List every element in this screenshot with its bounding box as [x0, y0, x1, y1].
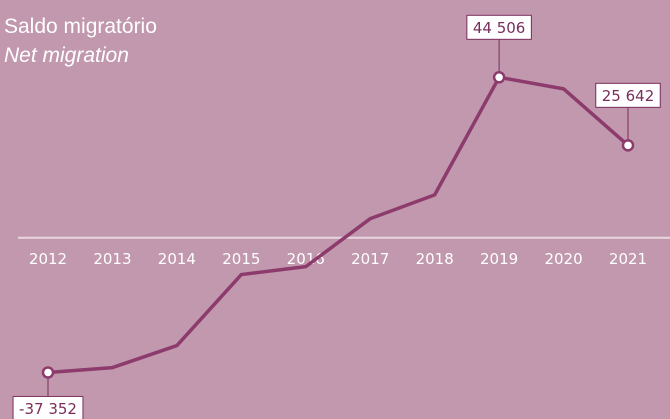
point: [41, 366, 55, 379]
x-tick-label: 2016: [287, 250, 325, 268]
chart-subtitle: Net migration: [4, 44, 129, 67]
data-line: [47, 75, 630, 375]
x-tick-label: 2017: [351, 250, 389, 268]
x-tick-label: 2021: [609, 250, 647, 268]
chart-title: Saldo migratório: [4, 15, 157, 38]
x-tick-label: 2012: [29, 250, 67, 268]
x-tick-label: 2014: [158, 250, 196, 268]
x-tick-label: 2020: [544, 250, 582, 268]
value-label: 44 506: [466, 14, 532, 40]
label-box: [466, 14, 532, 40]
value-label-text: -37 352: [19, 400, 77, 418]
label-box: [595, 82, 661, 108]
value-label: -37 352: [12, 395, 84, 419]
x-tick-label: 2018: [416, 250, 454, 268]
point: [621, 139, 635, 152]
point: [492, 71, 506, 84]
label-box: [12, 395, 84, 419]
value-label-text: 25 642: [602, 87, 655, 105]
x-tick-label: 2019: [480, 250, 518, 268]
value-label-text: 44 506: [473, 19, 526, 37]
x-tick-label: 2013: [93, 250, 131, 268]
value-label: 25 642: [595, 82, 661, 108]
x-tick-label: 2015: [222, 250, 260, 268]
